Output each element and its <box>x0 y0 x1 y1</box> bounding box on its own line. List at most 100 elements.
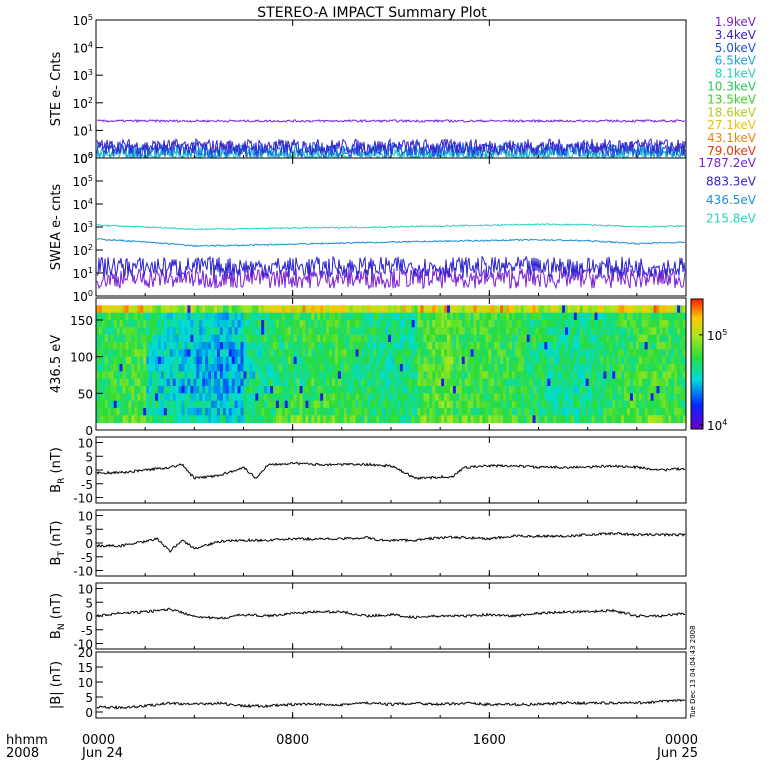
pad-heatmap-cell <box>674 342 678 350</box>
pad-heatmap-cell <box>146 342 150 350</box>
pad-heatmap-cell <box>160 334 165 343</box>
pad-heatmap-cell <box>644 393 649 402</box>
pad-heatmap-cell <box>612 356 616 365</box>
pad-heatmap-cell <box>653 364 657 372</box>
pad-heatmap-cell <box>128 349 132 358</box>
pad-heatmap-cell <box>438 312 442 321</box>
pad-heatmap-cell <box>641 400 646 409</box>
pad-heatmap-cell <box>488 364 492 372</box>
pad-heatmap-cell <box>225 312 230 321</box>
pad-heatmap-cell <box>349 415 354 424</box>
pad-heatmap-cell <box>157 386 162 394</box>
pad-heatmap-cell <box>334 356 339 365</box>
pad-heatmap-cell <box>393 305 398 314</box>
pad-heatmap-cell <box>237 415 241 424</box>
pad-heatmap-cell <box>500 364 504 372</box>
pad-heatmap-cell <box>131 342 135 350</box>
pad-heatmap-cell <box>606 378 610 387</box>
pad-heatmap-cell <box>570 334 575 343</box>
pad-heatmap-cell <box>278 415 283 424</box>
pad-heatmap-cell <box>677 327 681 336</box>
pad-heatmap-cell <box>411 342 415 350</box>
pad-heatmap-cell <box>243 334 247 343</box>
pad-heatmap-cell <box>264 415 268 424</box>
pad-heatmap-cell <box>128 305 132 314</box>
bt-y-tick-label: 10 <box>78 510 93 524</box>
pad-heatmap-cell <box>503 349 507 358</box>
pad-heatmap-cell <box>249 327 253 336</box>
pad-heatmap-cell <box>600 305 604 314</box>
pad-heatmap-cell <box>562 371 566 380</box>
pad-heatmap-cell <box>444 320 448 328</box>
pad-heatmap-cell <box>506 334 510 343</box>
pad-heatmap-cell <box>500 305 504 314</box>
pad-heatmap-cell <box>110 349 115 358</box>
pad-heatmap-cell <box>281 320 286 328</box>
x-tick-label: 1600 <box>473 733 506 748</box>
pad-heatmap-cell <box>597 400 601 409</box>
swea-series-line <box>96 238 686 248</box>
pad-heatmap-cell <box>275 305 280 314</box>
pad-heatmap-cell <box>290 378 295 387</box>
pad-heatmap-cell <box>323 393 327 402</box>
pad-heatmap-cell <box>290 415 295 424</box>
pad-heatmap-cell <box>573 378 578 387</box>
pad-heatmap-cell <box>573 415 578 424</box>
pad-heatmap-cell <box>107 386 112 394</box>
colorbar-cell <box>691 425 703 428</box>
pad-heatmap-cell <box>432 342 436 350</box>
pad-heatmap-cell <box>320 386 324 394</box>
pad-heatmap-cell <box>337 305 342 314</box>
pad-heatmap-cell <box>296 312 300 321</box>
pad-heatmap-cell <box>461 415 466 424</box>
pad-heatmap-cell <box>576 378 581 387</box>
pad-heatmap-cell <box>683 305 687 314</box>
pad-heatmap-cell <box>219 342 224 350</box>
pad-heatmap-cell <box>122 312 126 321</box>
pad-heatmap-cell <box>299 378 303 387</box>
pad-heatmap-cell <box>107 378 112 387</box>
pad-heatmap-cell <box>532 386 536 394</box>
pad-heatmap-cell <box>600 364 604 372</box>
pad-heatmap-cell <box>656 408 660 416</box>
pad-heatmap-cell <box>444 393 448 402</box>
pad-heatmap-cell <box>355 415 359 424</box>
pad-heatmap-cell <box>399 364 404 372</box>
pad-heatmap-cell <box>184 408 188 416</box>
pad-heatmap-cell <box>214 312 218 321</box>
pad-heatmap-cell <box>261 400 265 409</box>
pad-heatmap-cell <box>417 342 421 350</box>
colorbar-cell <box>691 341 703 344</box>
pad-heatmap-cell <box>414 371 418 380</box>
pad-heatmap-cell <box>612 349 616 358</box>
pad-heatmap-cell <box>450 334 454 343</box>
pad-heatmap-cell <box>414 364 418 372</box>
pad-heatmap-cell <box>485 305 489 314</box>
pad-heatmap-cell <box>379 312 383 321</box>
pad-heatmap-cell <box>632 386 637 394</box>
pad-heatmap-cell <box>659 356 663 365</box>
pad-heatmap-cell <box>653 408 657 416</box>
pad-heatmap-cell <box>600 349 604 358</box>
pad-heatmap-cell <box>214 371 218 380</box>
pad-heatmap-cell <box>612 408 616 416</box>
pad-heatmap-cell <box>627 393 631 402</box>
pad-heatmap-cell <box>408 408 413 416</box>
pad-heatmap-cell <box>503 400 507 409</box>
pad-heatmap-cell <box>155 320 159 328</box>
pad-heatmap-cell <box>261 408 265 416</box>
pad-heatmap-cell <box>113 371 118 380</box>
pad-heatmap-cell <box>382 320 386 328</box>
pad-heatmap-cell <box>190 364 194 372</box>
pad-heatmap-cell <box>231 320 236 328</box>
pad-heatmap-cell <box>503 342 507 350</box>
pad-heatmap-cell <box>261 312 265 321</box>
pad-heatmap-cell <box>231 408 236 416</box>
pad-heatmap-cell <box>556 349 560 358</box>
pad-heatmap-cell <box>116 364 120 372</box>
pad-heatmap-cell <box>573 334 578 343</box>
pad-heatmap-cell <box>172 415 177 424</box>
pad-heatmap-cell <box>532 364 536 372</box>
pad-heatmap-cell <box>621 349 625 358</box>
pad-heatmap-cell <box>243 400 247 409</box>
